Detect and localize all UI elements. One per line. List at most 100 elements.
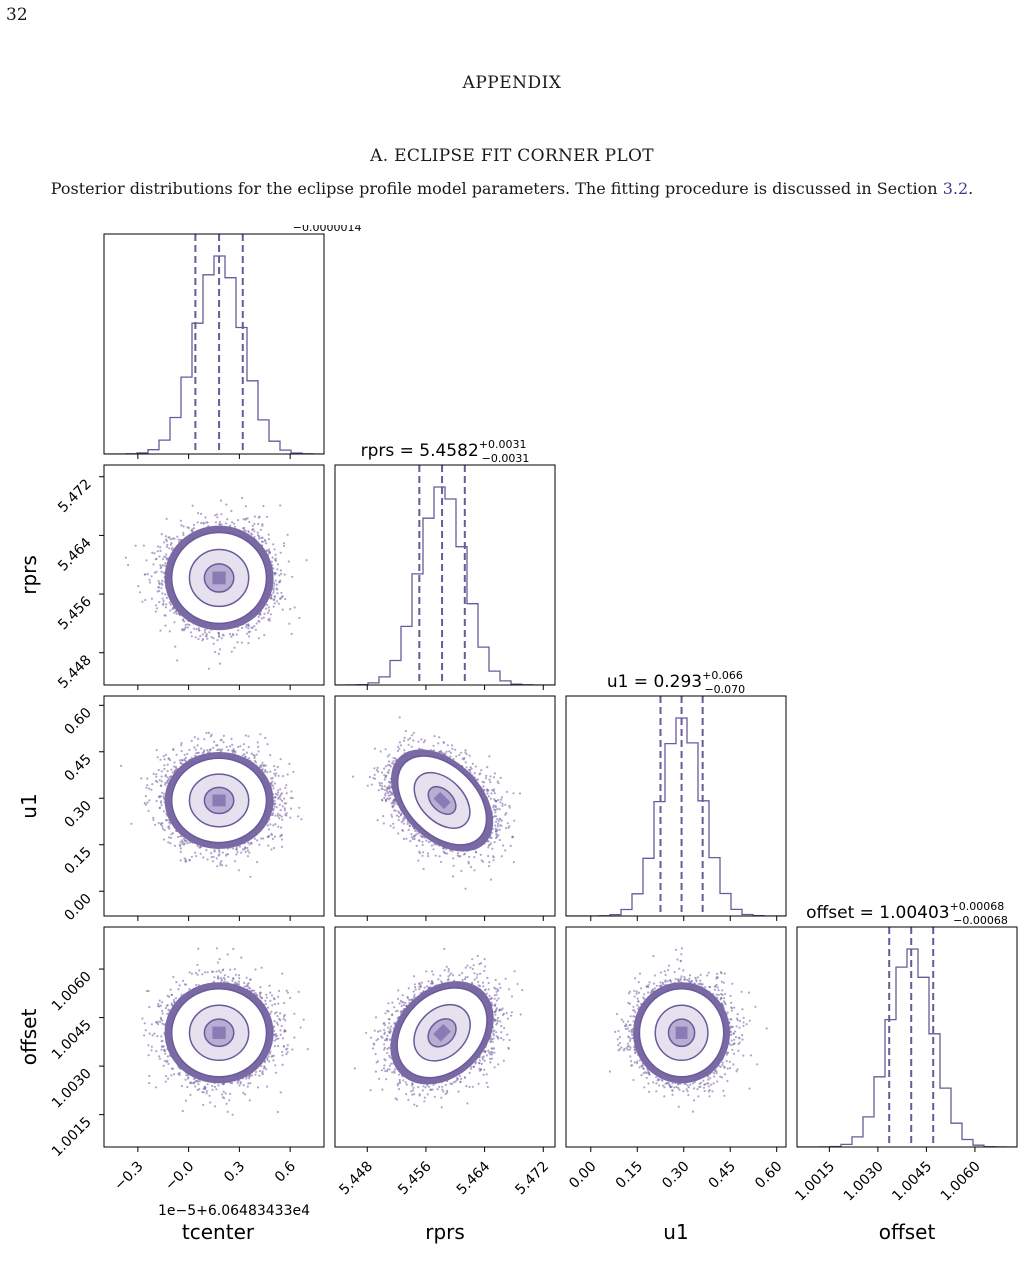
sample-point [218, 520, 222, 523]
sample-point [298, 616, 301, 620]
sample-point [247, 627, 250, 630]
sample-point [244, 529, 247, 532]
sample-point [225, 522, 228, 525]
sample-point [165, 553, 168, 556]
sample-point [165, 596, 168, 599]
sample-point [263, 538, 267, 542]
sample-point [155, 557, 158, 561]
sample-point [267, 538, 271, 541]
sample-point [260, 617, 263, 620]
sample-point [195, 628, 198, 631]
sample-point [174, 645, 177, 648]
sample-point [184, 623, 187, 626]
sample-point [190, 635, 193, 638]
sample-point [205, 521, 208, 524]
sample-point [145, 559, 148, 562]
sample-point [257, 615, 260, 618]
sample-point [245, 623, 248, 627]
sample-point [180, 524, 183, 527]
sample-point [165, 603, 168, 606]
sample-point [165, 558, 168, 561]
sample-point [276, 568, 279, 571]
sample-point [225, 503, 228, 506]
sample-point [283, 542, 286, 545]
sample-point [161, 558, 164, 561]
sample-point [251, 524, 254, 527]
sample-point [197, 512, 200, 515]
sample-point [216, 516, 219, 519]
sample-point [232, 522, 236, 525]
figure-caption: Posterior distributions for the eclipse … [0, 179, 1024, 198]
sample-point [157, 586, 160, 589]
sample-point [166, 543, 169, 546]
caption-period: . [968, 179, 973, 198]
sample-point [267, 606, 270, 609]
sample-point [158, 582, 161, 585]
sample-point [151, 551, 154, 554]
sample-point [268, 617, 271, 620]
sample-point [277, 602, 280, 605]
sample-point [289, 608, 292, 611]
sample-point [142, 544, 145, 547]
sample-point [257, 535, 261, 538]
sample-point [214, 521, 218, 524]
sample-point [274, 595, 277, 598]
sample-point [246, 632, 249, 635]
section-reference-link[interactable]: 3.2 [943, 179, 968, 198]
sample-point [181, 629, 184, 632]
sample-point [220, 637, 223, 640]
sample-point [201, 633, 204, 636]
sample-point [204, 516, 207, 519]
sample-point [240, 641, 243, 644]
sample-point [194, 636, 197, 639]
sample-point [165, 545, 169, 548]
sample-point [164, 614, 167, 617]
sample-point [160, 587, 163, 590]
sample-point [261, 524, 264, 527]
sample-point [274, 579, 277, 582]
sample-point [253, 522, 256, 525]
sample-point [168, 547, 171, 550]
sample-point [164, 624, 167, 627]
sample-point [164, 562, 167, 565]
sample-point [230, 509, 233, 513]
sample-point [170, 538, 173, 541]
sample-point [243, 526, 246, 530]
sample-point [138, 591, 142, 594]
sample-point [272, 589, 275, 592]
sample-point [154, 610, 157, 613]
sample-point [276, 592, 279, 595]
sample-point [206, 637, 209, 640]
sample-point [293, 606, 296, 609]
sample-point [253, 515, 256, 518]
sample-point [279, 504, 282, 507]
sample-point [284, 598, 287, 601]
sample-point [244, 518, 247, 521]
sample-point [253, 625, 256, 628]
sample-point [252, 528, 255, 531]
sample-point [161, 597, 164, 600]
sample-point [158, 589, 161, 593]
sample-point [205, 635, 208, 638]
sample-point [182, 531, 185, 534]
sample-point [160, 565, 163, 568]
sample-point [253, 530, 256, 533]
sample-point [124, 556, 127, 559]
sample-point [259, 528, 262, 531]
sample-point [137, 585, 140, 588]
sample-point [250, 532, 253, 535]
panel-rprs-vs-tcenter [124, 496, 308, 670]
sample-point [265, 607, 268, 610]
sample-point [191, 504, 194, 507]
sample-point [278, 574, 281, 577]
sample-point [214, 514, 217, 517]
sample-point [235, 633, 238, 636]
sample-point [269, 613, 272, 616]
sample-point [153, 571, 156, 574]
sample-point [146, 573, 149, 576]
sample-point [212, 637, 215, 640]
sample-point [280, 591, 283, 594]
sample-point [291, 575, 294, 578]
sample-point [159, 546, 162, 549]
sample-point [258, 537, 261, 540]
